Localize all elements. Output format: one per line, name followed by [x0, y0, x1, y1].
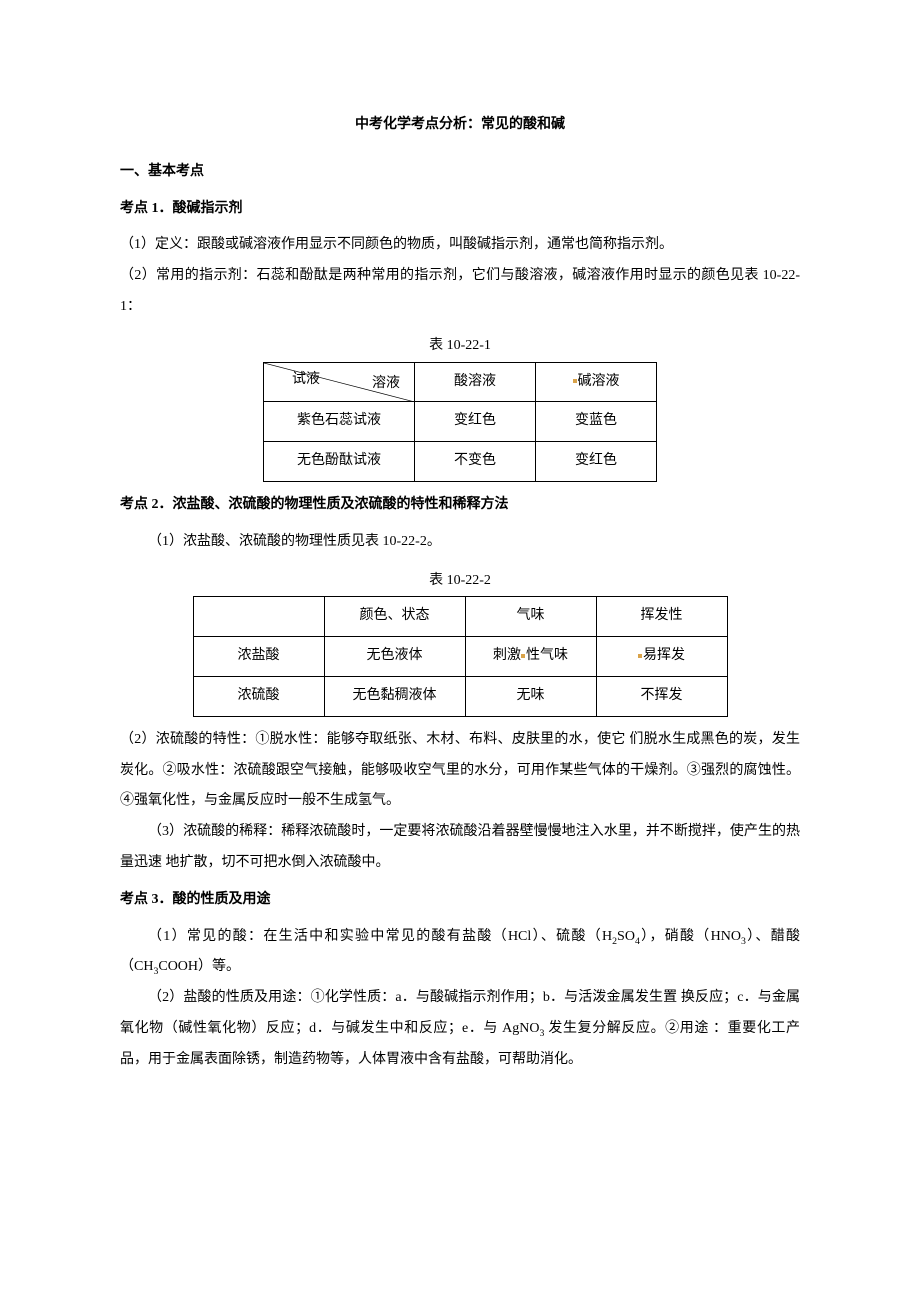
table1-col2-text: 碱溶液 — [578, 374, 620, 389]
table-row: 浓盐酸 无色液体 刺激性气味 易挥发 — [193, 637, 727, 677]
point3-p1: （1）常见的酸：在生活中和实验中常见的酸有盐酸（HCl）、硫酸（H2SO4），硝… — [120, 922, 800, 984]
table2-r1-c3-text: 易挥发 — [643, 648, 685, 663]
table2-r2-c1: 无色黏稠液体 — [324, 676, 465, 716]
point2-p3: （3）浓硫酸的稀释：稀释浓硫酸时，一定要将浓硫酸沿着器壁慢慢地注入水里，并不断搅… — [120, 817, 800, 879]
table1-r2-c1: 不变色 — [415, 442, 536, 482]
indicator-table: 溶液 试液 酸溶液 碱溶液 紫色石蕊试液 变红色 变蓝色 无色酚酞试液 不变色 … — [263, 362, 657, 482]
table1-r1-c2: 变蓝色 — [536, 402, 657, 442]
point3-p2: （2）盐酸的性质及用途：①化学性质：a．与酸碱指示剂作用；b．与活泼金属发生置 … — [120, 983, 800, 1075]
p3p1a: （1）常见的酸：在生活中和实验中常见的酸有盐酸（HCl）、硫酸（H — [148, 929, 612, 944]
diag-top-label: 溶液 — [372, 369, 400, 400]
table-row: 紫色石蕊试液 变红色 变蓝色 — [264, 402, 657, 442]
section-1-heading: 一、基本考点 — [120, 157, 800, 188]
table-row: 浓硫酸 无色黏稠液体 无味 不挥发 — [193, 676, 727, 716]
table2-blank-header — [193, 597, 324, 637]
point1-p2: （2）常用的指示剂：石蕊和酚酞是两种常用的指示剂，它们与酸溶液，碱溶液作用时显示… — [120, 261, 800, 323]
diag-header-cell: 溶液 试液 — [264, 362, 415, 402]
table1-col2-header: 碱溶液 — [536, 362, 657, 402]
point-2-heading: 考点 2．浓盐酸、浓硫酸的物理性质及浓硫酸的特性和稀释方法 — [120, 490, 800, 521]
table1-r1-c1: 变红色 — [415, 402, 536, 442]
marker-icon — [638, 654, 642, 658]
table2-r1-c3: 易挥发 — [596, 637, 727, 677]
table1-col1-header: 酸溶液 — [415, 362, 536, 402]
table2-r1-c2: 刺激性气味 — [465, 637, 596, 677]
p3p1e: COOH）等。 — [158, 959, 240, 974]
marker-icon — [521, 654, 525, 658]
table2-caption: 表 10-22-2 — [120, 566, 800, 597]
table1-r2-label: 无色酚酞试液 — [264, 442, 415, 482]
marker-icon — [573, 379, 577, 383]
table2-h2: 气味 — [465, 597, 596, 637]
table2-r2-label: 浓硫酸 — [193, 676, 324, 716]
table2-r1-c2b: 性气味 — [526, 648, 568, 663]
table2-r2-c2: 无味 — [465, 676, 596, 716]
point2-p2: （2）浓硫酸的特性：①脱水性：能够夺取纸张、木材、布料、皮肤里的水，使它 们脱水… — [120, 725, 800, 817]
point-1-heading: 考点 1．酸碱指示剂 — [120, 194, 800, 225]
table2-h1: 颜色、状态 — [324, 597, 465, 637]
table2-r1-c2a: 刺激 — [493, 648, 521, 663]
table1-caption: 表 10-22-1 — [120, 331, 800, 362]
table2-r2-c3: 不挥发 — [596, 676, 727, 716]
table2-h3: 挥发性 — [596, 597, 727, 637]
point1-p1: （1）定义：跟酸或碱溶液作用显示不同颜色的物质，叫酸碱指示剂，通常也简称指示剂。 — [120, 230, 800, 261]
table1-r1-label: 紫色石蕊试液 — [264, 402, 415, 442]
p3p1b: SO — [617, 929, 635, 944]
table1-r2-c2: 变红色 — [536, 442, 657, 482]
p3p1c: ），硝酸（HNO — [640, 929, 741, 944]
table2-r1-c1: 无色液体 — [324, 637, 465, 677]
table-row: 无色酚酞试液 不变色 变红色 — [264, 442, 657, 482]
document-title: 中考化学考点分析：常见的酸和碱 — [120, 110, 800, 141]
point2-p1: （1）浓盐酸、浓硫酸的物理性质见表 10-22-2。 — [120, 527, 800, 558]
diag-bottom-label: 试液 — [292, 365, 320, 396]
point-3-heading: 考点 3．酸的性质及用途 — [120, 885, 800, 916]
acid-properties-table: 颜色、状态 气味 挥发性 浓盐酸 无色液体 刺激性气味 易挥发 浓硫酸 无色黏稠… — [193, 596, 728, 716]
table2-r1-label: 浓盐酸 — [193, 637, 324, 677]
